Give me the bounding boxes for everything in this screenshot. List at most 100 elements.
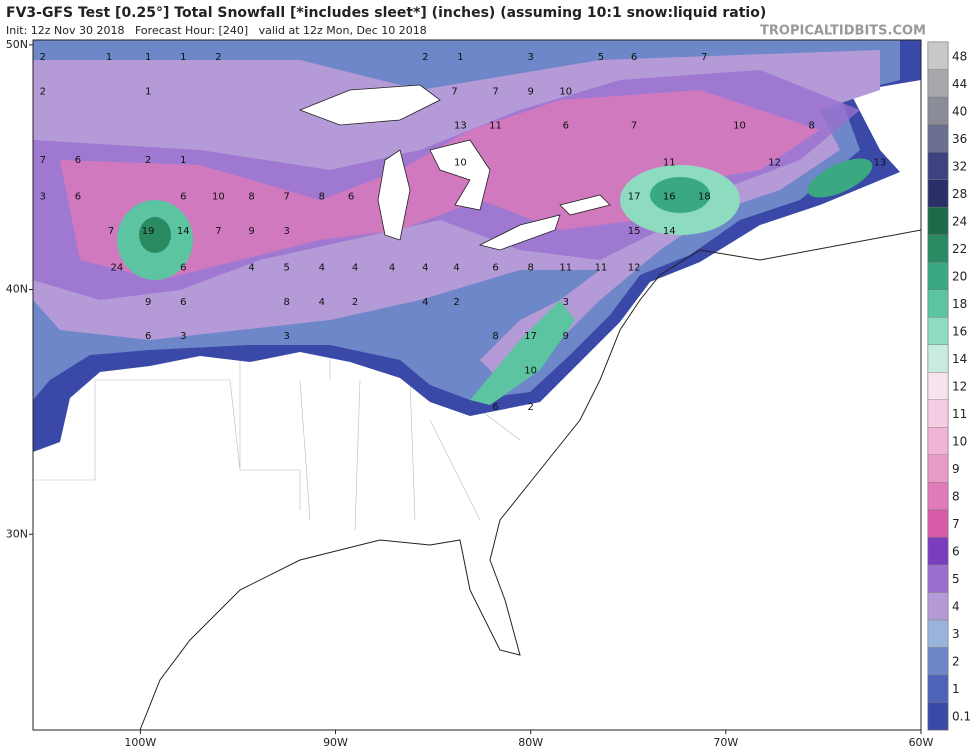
map xyxy=(33,40,921,730)
snow-amount-label: 7 xyxy=(215,226,221,237)
colorbar-box xyxy=(927,96,949,125)
snow-amount-label: 7 xyxy=(108,226,114,237)
colorbar-label: 40 xyxy=(952,104,967,118)
x-tick-label: 100W xyxy=(124,736,156,749)
snow-amount-label: 2 xyxy=(453,297,459,308)
snow-amount-label: 1 xyxy=(457,52,463,63)
snow-amount-label: 6 xyxy=(563,121,569,132)
snow-amount-label: 9 xyxy=(145,297,151,308)
x-tick-label: 90W xyxy=(323,736,348,749)
snow-amount-label: 7 xyxy=(701,52,707,63)
snow-amount-label: 14 xyxy=(177,226,190,237)
colorbar-box xyxy=(927,179,949,208)
snow-amount-label: 4 xyxy=(352,263,358,274)
snow-amount-label: 3 xyxy=(180,331,186,342)
snow-amount-label: 2 xyxy=(40,86,46,97)
snow-amount-label: 7 xyxy=(284,192,290,203)
colorbar-box xyxy=(927,509,949,538)
colorbar-label: 2 xyxy=(952,655,960,669)
snow-amount-label: 1 xyxy=(180,52,186,63)
subtitle: Init: 12z Nov 30 2018 Forecast Hour: [24… xyxy=(6,24,427,37)
snow-amount-label: 11 xyxy=(663,157,676,168)
colorbar-label: 14 xyxy=(952,352,967,366)
snow-amount-label: 4 xyxy=(422,297,428,308)
snow-amount-label: 6 xyxy=(348,192,354,203)
title: FV3-GFS Test [0.25°] Total Snowfall [*in… xyxy=(6,5,766,21)
colorbar-label: 32 xyxy=(952,159,967,173)
colorbar-label: 18 xyxy=(952,297,967,311)
snow-amount-label: 7 xyxy=(451,86,457,97)
snow-amount-label: 2 xyxy=(422,52,428,63)
snow-amount-label: 8 xyxy=(492,331,498,342)
snow-amount-label: 11 xyxy=(595,263,608,274)
snow-amount-label: 8 xyxy=(319,192,325,203)
colorbar-label: 4 xyxy=(952,600,960,614)
coastline xyxy=(139,229,921,730)
colorbar-label: 44 xyxy=(952,77,967,91)
colorbar-box xyxy=(927,702,949,731)
colorbar-label: 3 xyxy=(952,627,960,641)
colorbar-box xyxy=(927,289,949,318)
colorbar-box xyxy=(927,69,949,98)
snow-amount-label: 1 xyxy=(145,86,151,97)
map-frame xyxy=(32,39,922,731)
snow-area xyxy=(650,177,710,213)
colorbar-label: 9 xyxy=(952,462,960,476)
snow-amount-label: 12 xyxy=(628,263,641,274)
snow-area xyxy=(470,300,575,405)
snow-amount-label: 13 xyxy=(874,157,887,168)
snow-amount-label: 1 xyxy=(180,155,186,166)
snow-area xyxy=(60,90,820,280)
snow-amount-label: 6 xyxy=(180,263,186,274)
snow-amount-label: 3 xyxy=(284,226,290,237)
snow-amount-label: 6 xyxy=(492,263,498,274)
colorbar-box xyxy=(927,372,949,400)
snow-amount-label: 2 xyxy=(145,155,151,166)
y-tick-label: 50N xyxy=(6,38,28,51)
y-tick-label: 30N xyxy=(6,527,28,540)
snow-amount-label: 3 xyxy=(284,331,290,342)
snow-amount-label: 6 xyxy=(180,192,186,203)
snow-amount-label: 2 xyxy=(215,52,221,63)
colorbar-label: 28 xyxy=(952,187,967,201)
snow-area xyxy=(807,158,873,198)
colorbar-box xyxy=(927,454,949,483)
snow-amount-label: 4 xyxy=(248,263,254,274)
snow-amount-label: 6 xyxy=(75,192,81,203)
colorbar-box xyxy=(927,647,949,676)
snow-amount-label: 8 xyxy=(284,297,290,308)
colorbar-label: 16 xyxy=(952,324,967,338)
x-tick-label: 60W xyxy=(909,736,934,749)
snow-amount-label: 13 xyxy=(454,121,467,132)
colorbar-box xyxy=(927,206,949,235)
snow-area xyxy=(139,217,171,253)
snow-amount-label: 9 xyxy=(563,331,569,342)
snow-amount-label: 2 xyxy=(352,297,358,308)
colorbar-label: 48 xyxy=(952,49,967,63)
snow-amount-label: 6 xyxy=(631,52,637,63)
snow-amount-label: 6 xyxy=(145,331,151,342)
colorbar-label: 12 xyxy=(952,380,967,394)
colorbar-box xyxy=(927,344,949,373)
snow-amount-label: 2 xyxy=(527,402,533,413)
snow-amount-label: 6 xyxy=(492,402,498,413)
snow-amount-label: 14 xyxy=(663,226,676,237)
colorbar-box xyxy=(927,317,949,345)
snow-amount-label: 10 xyxy=(212,192,225,203)
colorbar-box xyxy=(927,151,949,180)
snow-amount-label: 6 xyxy=(75,155,81,166)
snow-amount-label: 9 xyxy=(248,226,254,237)
snow-amount-label: 3 xyxy=(40,192,46,203)
colorbar-box xyxy=(927,261,949,290)
y-tick-label: 40N xyxy=(6,283,28,296)
site-name: TROPICALTIDBITS.COM xyxy=(760,24,926,39)
colorbar-label: 10 xyxy=(952,435,967,449)
colorbar-box xyxy=(927,592,949,621)
snow-amount-label: 5 xyxy=(598,52,604,63)
snow-amount-label: 10 xyxy=(559,86,572,97)
snow-amount-label: 4 xyxy=(319,297,325,308)
snow-amount-label: 7 xyxy=(40,155,46,166)
snow-amount-label: 8 xyxy=(527,263,533,274)
snow-amount-label: 4 xyxy=(319,263,325,274)
